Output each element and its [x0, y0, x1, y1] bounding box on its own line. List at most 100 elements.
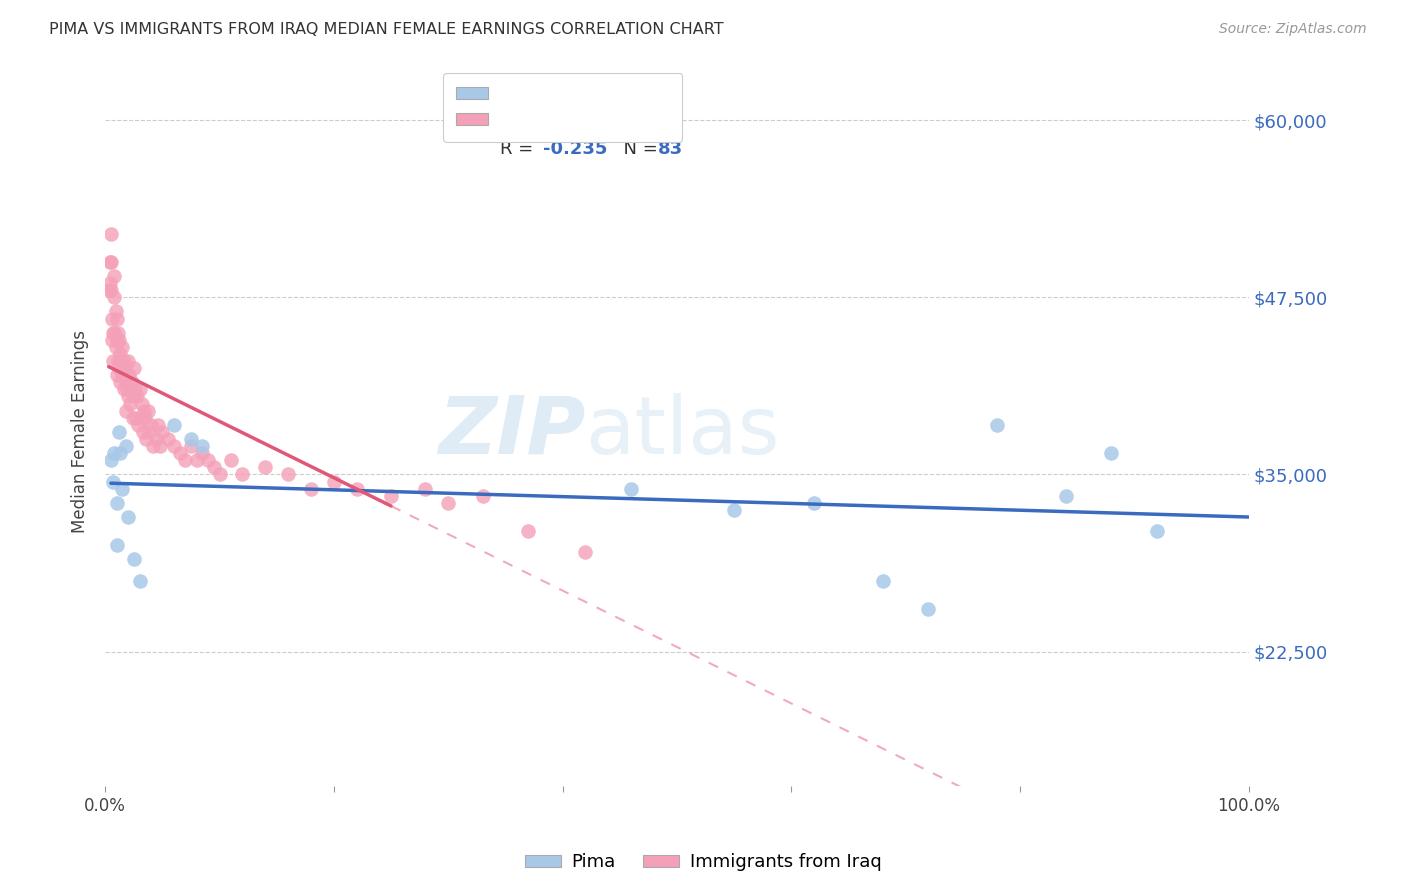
- Point: [135, 432, 157, 446]
- Point: [180, 439, 202, 453]
- Point: [197, 453, 219, 467]
- Point: [157, 432, 180, 446]
- Text: atlas: atlas: [585, 392, 780, 471]
- Point: [103, 475, 125, 489]
- Point: [105, 538, 128, 552]
- Text: Source: ZipAtlas.com: Source: ZipAtlas.com: [1219, 22, 1367, 37]
- Point: [231, 467, 253, 482]
- Point: [114, 376, 136, 390]
- Point: [114, 439, 136, 453]
- Point: [1054, 489, 1077, 503]
- Point: [100, 227, 122, 241]
- Point: [134, 410, 156, 425]
- Point: [105, 496, 128, 510]
- Point: [132, 403, 155, 417]
- Text: R =: R =: [499, 139, 538, 158]
- Point: [872, 574, 894, 588]
- Point: [917, 602, 939, 616]
- Point: [169, 446, 191, 460]
- Legend:                               ,                               : ,: [443, 72, 682, 142]
- Point: [1099, 446, 1122, 460]
- Point: [114, 361, 136, 376]
- Point: [97, 283, 120, 297]
- Point: [103, 268, 125, 283]
- Point: [517, 524, 540, 538]
- Point: [117, 389, 139, 403]
- Point: [100, 255, 122, 269]
- Point: [186, 453, 208, 467]
- Point: [111, 482, 134, 496]
- Point: [105, 333, 128, 347]
- Point: [191, 446, 214, 460]
- Point: [142, 439, 165, 453]
- Text: N =: N =: [612, 139, 664, 158]
- Point: [112, 383, 135, 397]
- Point: [128, 574, 150, 588]
- Text: N =: N =: [612, 98, 664, 117]
- Point: [322, 475, 344, 489]
- Point: [136, 403, 159, 417]
- Point: [103, 326, 125, 340]
- Point: [98, 276, 121, 290]
- Point: [118, 368, 141, 383]
- Text: -0.235: -0.235: [543, 139, 607, 158]
- Point: [149, 439, 172, 453]
- Point: [103, 446, 125, 460]
- Point: [98, 255, 121, 269]
- Point: [108, 425, 131, 439]
- Legend: Pima, Immigrants from Iraq: Pima, Immigrants from Iraq: [517, 847, 889, 879]
- Point: [125, 410, 148, 425]
- Point: [219, 453, 242, 467]
- Point: [108, 347, 131, 361]
- Point: [103, 354, 125, 368]
- Point: [122, 389, 145, 403]
- Point: [110, 354, 132, 368]
- Text: R =: R =: [499, 98, 538, 117]
- Point: [101, 311, 124, 326]
- Point: [108, 361, 131, 376]
- Point: [145, 432, 167, 446]
- Point: [146, 417, 169, 432]
- Point: [104, 340, 127, 354]
- Point: [208, 467, 231, 482]
- Text: -0.541: -0.541: [543, 98, 607, 117]
- Point: [112, 354, 135, 368]
- Point: [174, 453, 197, 467]
- Point: [120, 396, 142, 410]
- Point: [139, 417, 162, 432]
- Point: [437, 496, 460, 510]
- Point: [115, 383, 138, 397]
- Point: [1146, 524, 1168, 538]
- Point: [254, 460, 277, 475]
- Point: [131, 396, 153, 410]
- Point: [111, 340, 134, 354]
- Point: [128, 383, 150, 397]
- Point: [107, 326, 129, 340]
- Point: [299, 482, 322, 496]
- Point: [121, 410, 143, 425]
- Point: [574, 545, 596, 559]
- Text: ZIP: ZIP: [439, 392, 585, 471]
- Point: [105, 311, 128, 326]
- Point: [105, 368, 128, 383]
- Point: [202, 460, 225, 475]
- Point: [277, 467, 299, 482]
- Point: [620, 482, 643, 496]
- Point: [127, 417, 149, 432]
- Point: [114, 403, 136, 417]
- Point: [108, 376, 131, 390]
- Point: [100, 453, 122, 467]
- Point: [132, 425, 155, 439]
- Point: [117, 354, 139, 368]
- Point: [122, 552, 145, 566]
- Point: [122, 361, 145, 376]
- Point: [107, 354, 129, 368]
- Point: [150, 425, 173, 439]
- Point: [163, 439, 186, 453]
- Point: [103, 290, 125, 304]
- Point: [108, 446, 131, 460]
- Point: [138, 425, 160, 439]
- Point: [723, 503, 745, 517]
- Text: 83: 83: [658, 139, 682, 158]
- Point: [180, 432, 202, 446]
